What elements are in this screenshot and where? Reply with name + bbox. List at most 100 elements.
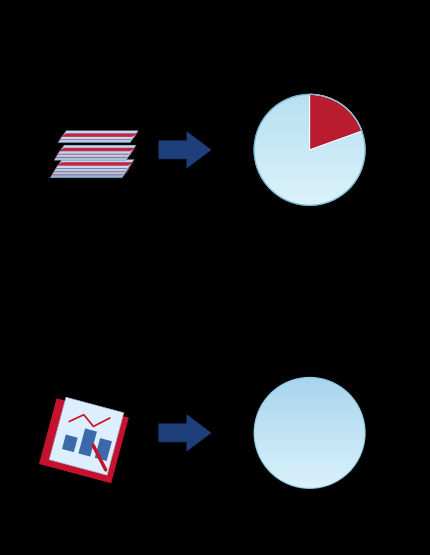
Polygon shape bbox=[159, 415, 211, 451]
Bar bbox=[274, 192, 345, 193]
Bar bbox=[257, 168, 362, 169]
Bar bbox=[273, 474, 347, 475]
Bar bbox=[264, 118, 355, 119]
Bar bbox=[276, 194, 343, 195]
Polygon shape bbox=[54, 165, 132, 169]
Bar bbox=[39, 398, 129, 483]
Bar bbox=[255, 420, 364, 421]
Bar bbox=[256, 135, 363, 136]
Bar bbox=[257, 166, 362, 167]
Bar bbox=[256, 418, 363, 419]
Bar bbox=[255, 137, 364, 138]
Bar bbox=[279, 479, 340, 480]
Bar bbox=[267, 185, 352, 186]
Bar bbox=[256, 417, 363, 418]
Polygon shape bbox=[58, 145, 136, 154]
Bar bbox=[255, 159, 364, 160]
Bar bbox=[281, 197, 338, 198]
Bar bbox=[268, 186, 351, 187]
Bar bbox=[267, 114, 353, 115]
Bar bbox=[263, 179, 356, 180]
Bar bbox=[257, 414, 362, 415]
Bar bbox=[264, 182, 355, 183]
Bar bbox=[261, 123, 359, 124]
Polygon shape bbox=[54, 154, 132, 158]
Bar bbox=[274, 475, 345, 476]
Bar bbox=[275, 476, 344, 477]
Bar bbox=[255, 139, 364, 140]
Polygon shape bbox=[60, 130, 138, 139]
Polygon shape bbox=[50, 169, 129, 178]
Wedge shape bbox=[310, 94, 362, 150]
Bar bbox=[261, 122, 358, 123]
Bar bbox=[272, 473, 347, 474]
Bar bbox=[254, 431, 365, 432]
Bar bbox=[255, 427, 365, 428]
Bar bbox=[261, 459, 359, 460]
Bar bbox=[279, 103, 340, 104]
Bar bbox=[259, 409, 360, 410]
Bar bbox=[255, 441, 365, 442]
Bar bbox=[277, 104, 342, 105]
Bar bbox=[278, 195, 341, 196]
Bar bbox=[269, 112, 350, 113]
Bar bbox=[254, 435, 365, 436]
Bar bbox=[261, 176, 358, 177]
Bar bbox=[270, 471, 350, 472]
Bar bbox=[256, 164, 363, 165]
Polygon shape bbox=[159, 132, 211, 168]
Bar bbox=[254, 432, 365, 433]
Polygon shape bbox=[50, 171, 129, 175]
Bar bbox=[300, 487, 319, 488]
Bar bbox=[256, 446, 363, 447]
Bar bbox=[258, 130, 362, 131]
Bar bbox=[256, 165, 363, 166]
Bar bbox=[287, 483, 332, 484]
Bar bbox=[262, 404, 357, 405]
Bar bbox=[258, 171, 361, 172]
Bar bbox=[270, 394, 350, 395]
Bar bbox=[285, 482, 335, 483]
Bar bbox=[267, 397, 353, 398]
Bar bbox=[255, 423, 364, 424]
Bar bbox=[283, 481, 336, 482]
Bar bbox=[266, 115, 353, 116]
Bar bbox=[255, 156, 365, 157]
Bar bbox=[261, 405, 358, 406]
Bar bbox=[267, 396, 352, 397]
Bar bbox=[300, 378, 319, 379]
Polygon shape bbox=[58, 137, 136, 140]
Polygon shape bbox=[56, 148, 134, 157]
Bar bbox=[257, 132, 362, 133]
Bar bbox=[260, 407, 359, 408]
Bar bbox=[292, 97, 328, 98]
Bar bbox=[257, 415, 362, 416]
Bar bbox=[264, 463, 356, 464]
Bar bbox=[260, 408, 359, 409]
Bar bbox=[283, 384, 336, 385]
Bar bbox=[269, 470, 350, 471]
Bar bbox=[255, 444, 364, 445]
Bar bbox=[259, 410, 360, 411]
Bar bbox=[255, 158, 365, 159]
Bar bbox=[254, 429, 365, 430]
Bar bbox=[263, 402, 356, 403]
Bar bbox=[262, 461, 357, 462]
Polygon shape bbox=[56, 151, 134, 154]
Bar bbox=[255, 144, 365, 145]
Bar bbox=[62, 435, 78, 452]
Bar bbox=[254, 430, 365, 431]
Bar bbox=[267, 113, 352, 114]
Bar bbox=[263, 462, 356, 463]
Bar bbox=[300, 204, 319, 205]
Bar bbox=[255, 421, 364, 422]
Bar bbox=[264, 180, 356, 181]
Bar bbox=[281, 102, 338, 103]
Bar bbox=[254, 148, 365, 149]
Bar bbox=[285, 199, 335, 200]
Bar bbox=[255, 426, 365, 427]
Bar bbox=[271, 472, 348, 473]
Bar bbox=[255, 439, 365, 440]
Bar bbox=[262, 121, 357, 122]
Bar bbox=[261, 406, 359, 407]
